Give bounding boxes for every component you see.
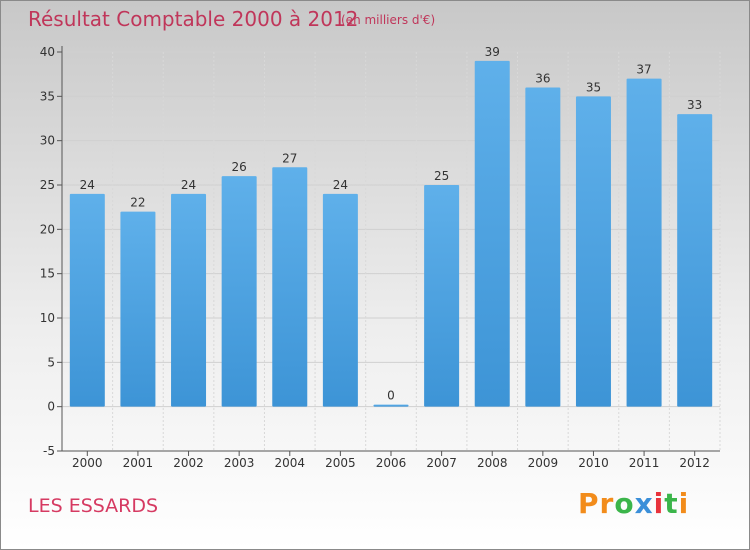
y-tick-label: 20 — [40, 222, 55, 236]
logo-letter: i — [678, 487, 690, 520]
x-tick-label-2003: 2003 — [224, 456, 255, 470]
logo-letter: x — [634, 487, 654, 520]
y-tick-label: 30 — [40, 134, 55, 148]
y-tick-label: 10 — [40, 311, 55, 325]
data-label-2003: 26 — [232, 160, 247, 174]
commune-name: LES ESSARDS — [28, 495, 159, 517]
logo-letter: o — [614, 487, 635, 520]
data-label-2006: 0 — [387, 389, 395, 403]
x-tick-label-2012: 2012 — [679, 456, 710, 470]
bar-2010 — [575, 96, 611, 407]
x-tick-label-2010: 2010 — [578, 456, 609, 470]
logo-letter: i — [653, 487, 665, 520]
data-label-2008: 39 — [485, 45, 500, 59]
x-tick-label-2000: 2000 — [72, 456, 103, 470]
x-tick-label-2005: 2005 — [325, 456, 356, 470]
axes: -5 0 5 10 15 20 25 30 35 40 2000 2001 2002 2003 2004 20… — [40, 45, 720, 470]
y-tick-label: 5 — [47, 355, 55, 369]
bar-2002 — [171, 193, 207, 407]
y-tick-label: 15 — [40, 267, 55, 281]
data-label-2007: 25 — [434, 169, 449, 183]
bar-2001 — [120, 211, 156, 407]
x-tick-label-2007: 2007 — [426, 456, 457, 470]
bar-2007 — [424, 185, 460, 407]
bar-2005 — [322, 193, 358, 407]
bar-2012 — [677, 114, 713, 407]
bars — [69, 60, 713, 407]
x-tick-label-2006: 2006 — [376, 456, 407, 470]
y-tick-label: 35 — [40, 89, 55, 103]
logo-letter: t — [664, 487, 679, 520]
bar-2006 — [373, 404, 409, 407]
data-label-2012: 33 — [687, 98, 702, 112]
data-label-2011: 37 — [636, 63, 651, 77]
y-tick-label: 0 — [47, 400, 55, 414]
bar-2003 — [221, 176, 257, 407]
data-labels: 24 22 24 26 27 24 0 25 39 36 35 37 33 — [80, 45, 703, 403]
chart-title: Résultat Comptable 2000 à 2012 — [28, 7, 359, 31]
data-label-2005: 24 — [333, 178, 348, 192]
x-tick-label-2009: 2009 — [528, 456, 559, 470]
data-label-2000: 24 — [80, 178, 95, 192]
x-tick-label-2004: 2004 — [274, 456, 305, 470]
y-tick-label: 40 — [40, 45, 55, 59]
data-label-2010: 35 — [586, 80, 601, 94]
logo-letter: P — [578, 487, 600, 520]
x-tick-label-2011: 2011 — [629, 456, 660, 470]
x-tick-label-2001: 2001 — [123, 456, 154, 470]
bar-2008 — [474, 60, 510, 407]
data-label-2002: 24 — [181, 178, 196, 192]
bar-2011 — [626, 78, 662, 407]
logo-letter: r — [599, 487, 615, 520]
y-tick-label: 25 — [40, 178, 55, 192]
data-label-2001: 22 — [130, 196, 145, 210]
bar-2000 — [69, 193, 105, 407]
x-tick-label-2002: 2002 — [173, 456, 204, 470]
data-label-2004: 27 — [282, 151, 297, 165]
y-tick-label: -5 — [43, 444, 55, 458]
data-label-2009: 36 — [535, 71, 550, 85]
chart-subtitle: (en milliers d'€) — [341, 13, 436, 27]
proxiti-logo: Proxiti — [578, 487, 689, 520]
x-tick-label-2008: 2008 — [477, 456, 508, 470]
bar-2009 — [525, 87, 561, 407]
bar-2004 — [272, 167, 308, 407]
